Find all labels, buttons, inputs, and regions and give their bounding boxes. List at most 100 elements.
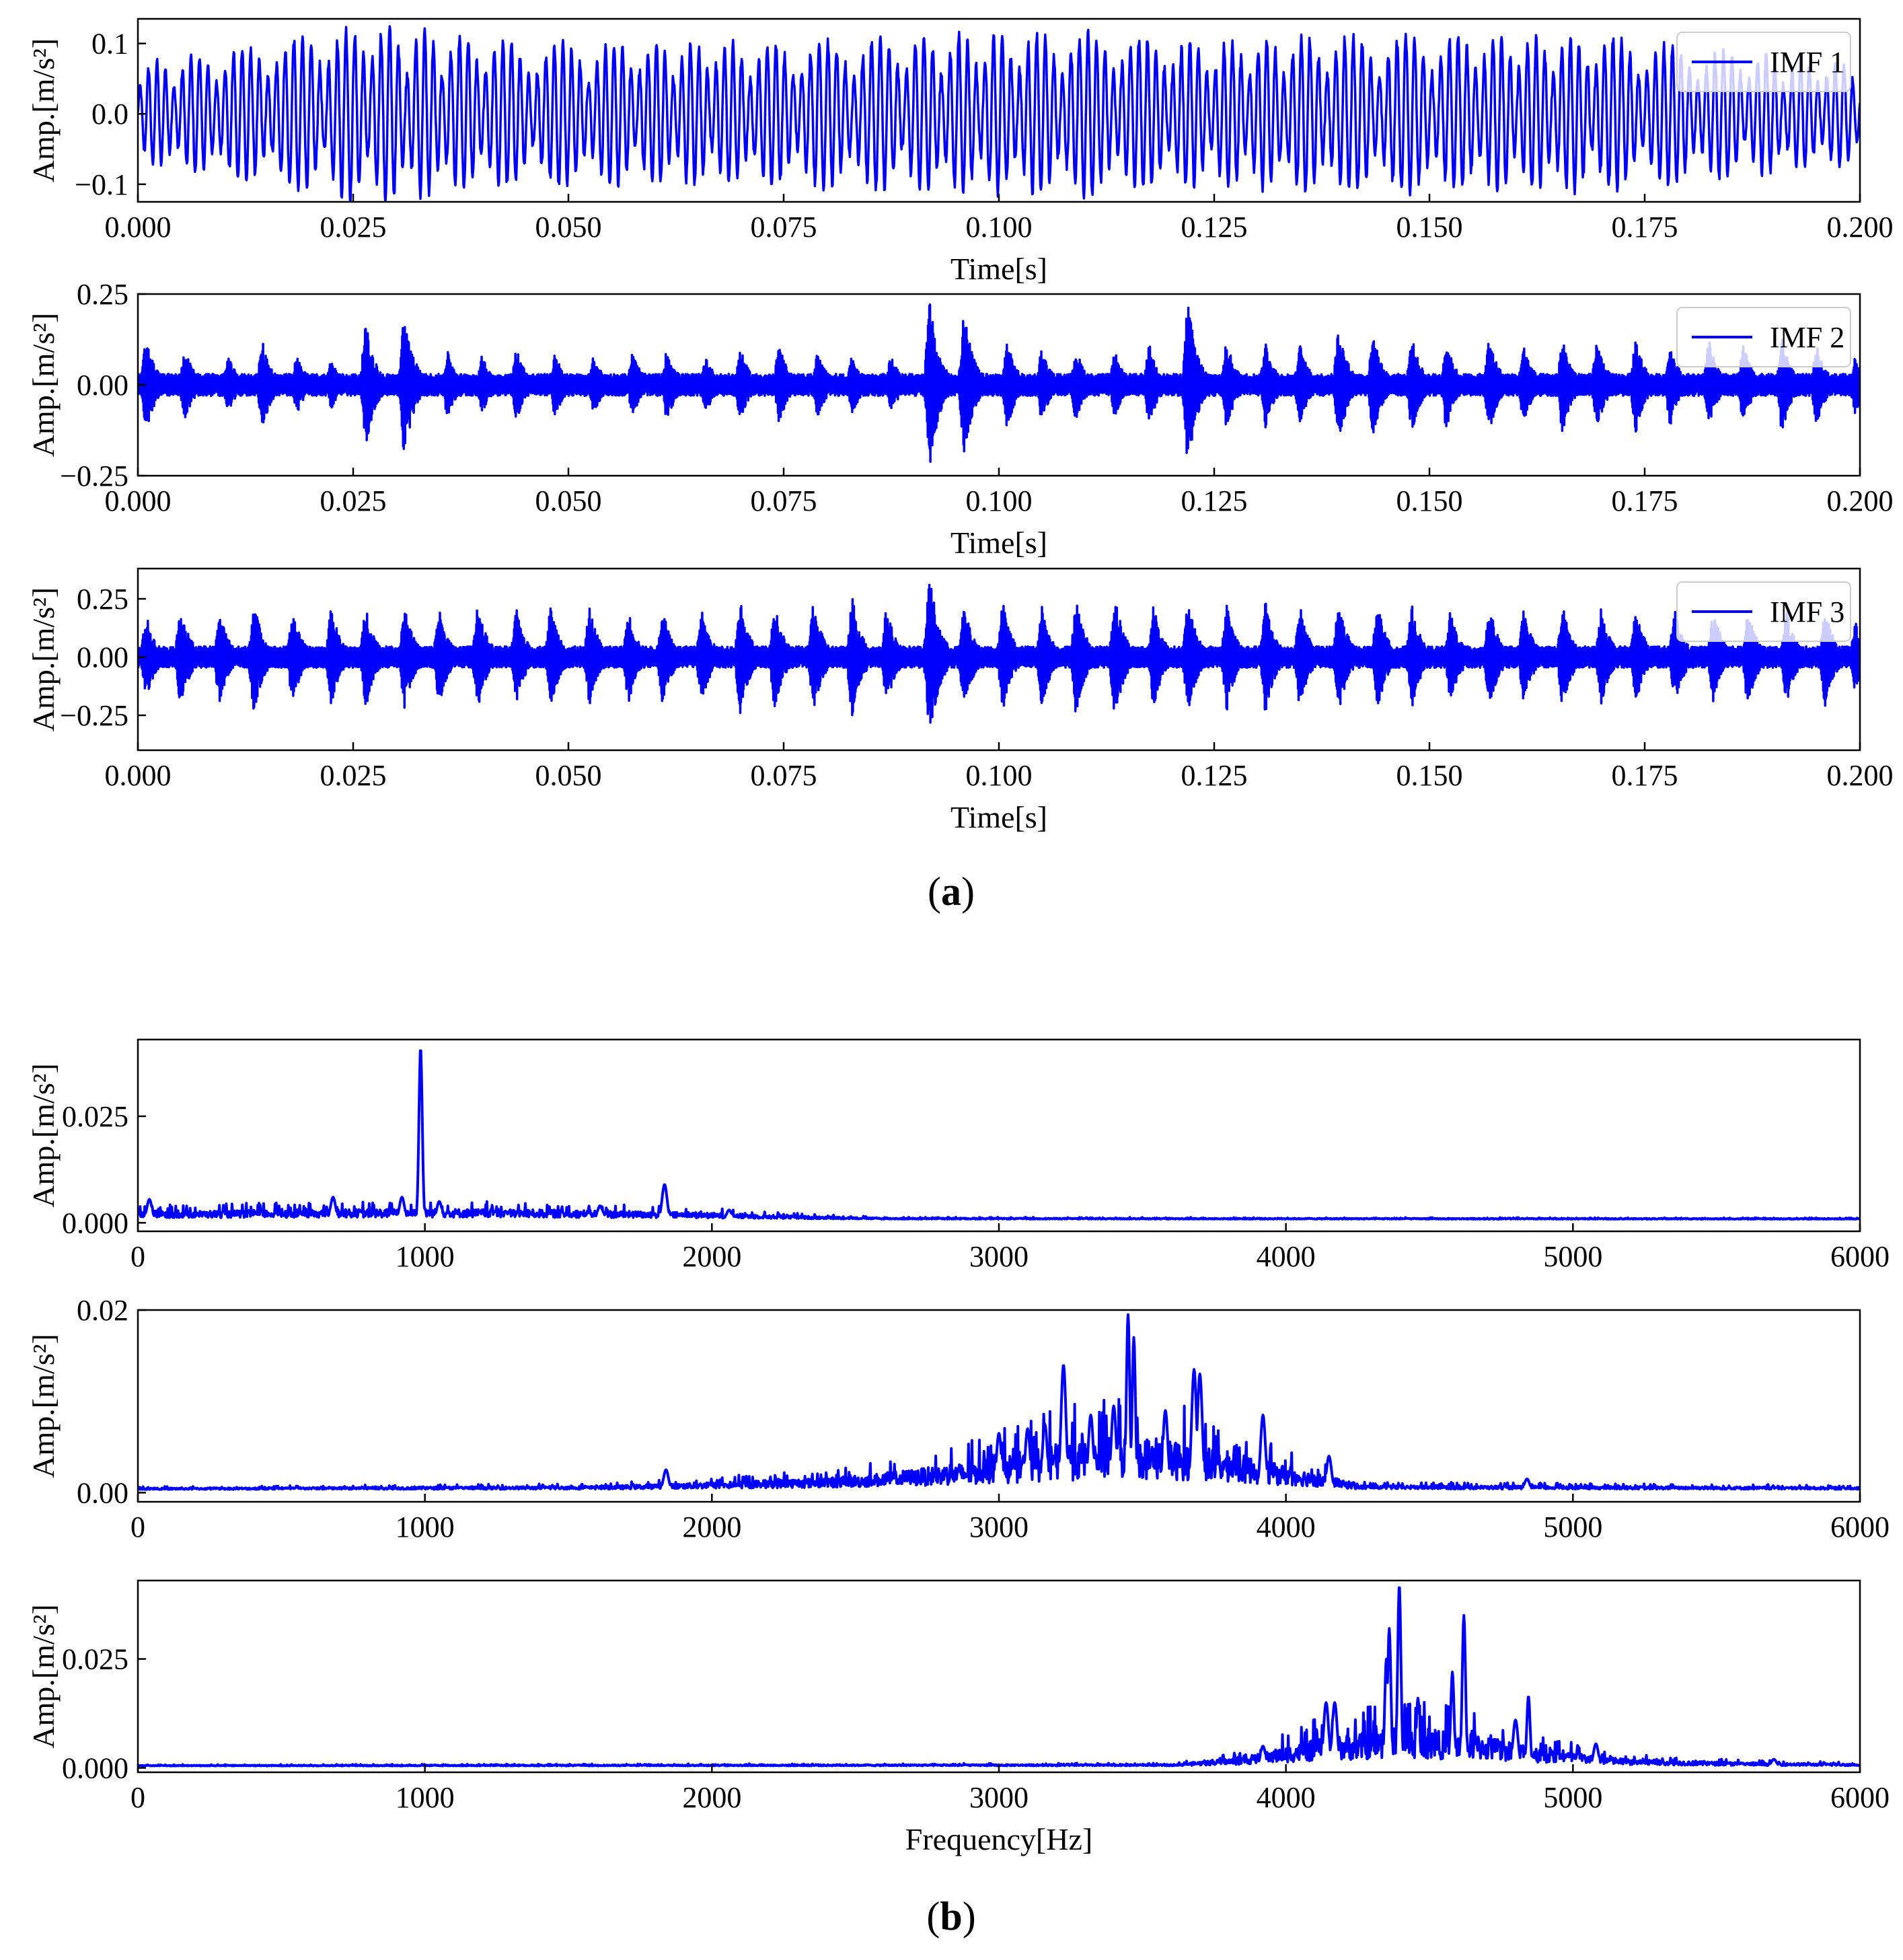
- y-axis-label: Amp.[m/s²]: [26, 1334, 61, 1478]
- legend: IMF 1: [1676, 32, 1851, 92]
- y-axis-label: Amp.[m/s²]: [26, 38, 61, 182]
- legend-label: IMF 1: [1770, 46, 1844, 79]
- y-tick-label: 0.25: [77, 278, 128, 311]
- axes-frame: [137, 1038, 1861, 1233]
- legend-box: [1676, 32, 1851, 92]
- chart-panel-1: 0.000 0.025 0.050 0.075 0.100 0.125 0.150 0.175…: [26, 17, 1894, 286]
- x-tick-label: 4000: [1257, 1511, 1316, 1544]
- y-axis-label: Amp.[m/s²]: [26, 1063, 61, 1207]
- x-tick-label: 4000: [1257, 1781, 1316, 1814]
- x-tick-label: 1000: [396, 1511, 455, 1544]
- y-tick-label: 0.02: [77, 1294, 128, 1327]
- x-tick-label: 0.100: [966, 484, 1033, 517]
- x-tick-label: 2000: [682, 1511, 741, 1544]
- charts: 0.000 0.025 0.050 0.075 0.100 0.125 0.150 0.175…: [26, 17, 1894, 1856]
- y-tick-label: −0.1: [75, 168, 128, 201]
- x-tick-label: 0.025: [320, 211, 387, 244]
- y-tick-label: 0.00: [77, 369, 128, 402]
- caption-b-close: ): [963, 1894, 976, 1938]
- x-tick-label: 4000: [1257, 1240, 1316, 1273]
- x-tick-label: 0: [130, 1240, 145, 1273]
- series-line-2: [138, 303, 1860, 464]
- legend: IMF 2: [1676, 307, 1851, 367]
- x-tick-label: 0.150: [1396, 484, 1463, 517]
- x-tick-label: 0.075: [751, 759, 817, 792]
- axes-frame: [137, 1579, 1861, 1774]
- y-tick-label: 0.025: [62, 1643, 128, 1676]
- legend-box: [1676, 581, 1851, 642]
- legend-label: IMF 2: [1770, 321, 1844, 354]
- series-line-4: [138, 1049, 1860, 1221]
- x-axis-label: Time[s]: [950, 525, 1047, 560]
- x-axis-label: Frequency[Hz]: [905, 1822, 1092, 1856]
- x-tick-label: 0.050: [535, 211, 602, 244]
- caption-b-open: (: [926, 1894, 940, 1938]
- x-tick-label: 0.000: [105, 484, 172, 517]
- legend-label: IMF 3: [1770, 595, 1844, 628]
- y-axis-label: Amp.[m/s²]: [26, 1604, 61, 1748]
- x-axis-label: Time[s]: [950, 800, 1047, 834]
- x-tick-label: 0: [130, 1781, 145, 1814]
- series-line-1: [138, 25, 1860, 202]
- x-tick-label: 0.050: [535, 484, 602, 517]
- x-tick-label: 6000: [1830, 1781, 1890, 1814]
- x-tick-label: 3000: [969, 1240, 1029, 1273]
- y-tick-label: 0.000: [62, 1752, 128, 1785]
- x-tick-label: 3000: [969, 1511, 1029, 1544]
- x-tick-label: 0.125: [1181, 759, 1248, 792]
- y-axis-label: Amp.[m/s²]: [26, 313, 61, 457]
- chart-panel-5: 0 1000 2000 3000 4000 5000 6000 0.02 0.00 Amp.[m/…: [26, 1294, 1890, 1544]
- x-axis-label: Time[s]: [950, 252, 1047, 286]
- x-tick-label: 2000: [682, 1240, 741, 1273]
- y-axis-label: Amp.[m/s²]: [26, 587, 61, 731]
- y-tick-label: 0.25: [77, 583, 128, 616]
- y-tick-label: 0.000: [62, 1206, 128, 1239]
- x-tick-label: 6000: [1830, 1240, 1890, 1273]
- x-tick-label: 1000: [396, 1240, 455, 1273]
- x-tick-label: 5000: [1543, 1240, 1602, 1273]
- x-tick-label: 0.100: [966, 211, 1033, 244]
- y-tick-label: 0.1: [91, 28, 128, 61]
- x-tick-label: 0.175: [1612, 759, 1678, 792]
- y-tick-label: 0.00: [77, 1476, 128, 1509]
- chart-panel-2: 0.000 0.025 0.050 0.075 0.100 0.125 0.150 0.175…: [26, 278, 1894, 560]
- caption-a-close: ): [961, 869, 975, 914]
- x-tick-label: 0.175: [1612, 211, 1678, 244]
- caption-b: (b): [926, 1894, 975, 1938]
- x-tick-label: 0.200: [1827, 211, 1894, 244]
- caption-a: (a): [928, 869, 975, 914]
- legend-box: [1676, 307, 1851, 367]
- y-tick-label: 0.0: [91, 98, 128, 131]
- caption-b-letter: b: [940, 1894, 962, 1938]
- x-tick-label: 0.175: [1612, 484, 1678, 517]
- x-tick-label: 0.025: [320, 759, 387, 792]
- x-tick-label: 0.200: [1827, 759, 1894, 792]
- x-tick-label: 5000: [1543, 1781, 1602, 1814]
- chart-panel-6: 0 1000 2000 3000 4000 5000 6000 0.025 0.000Amp.[…: [26, 1579, 1890, 1856]
- x-tick-label: 3000: [969, 1781, 1029, 1814]
- x-tick-label: 0.125: [1181, 211, 1248, 244]
- chart-panel-3: 0.000 0.025 0.050 0.075 0.100 0.125 0.150 0.175…: [26, 567, 1894, 834]
- x-tick-label: 0.000: [105, 759, 172, 792]
- x-tick-label: 0.100: [966, 759, 1033, 792]
- x-tick-label: 0.200: [1827, 484, 1894, 517]
- y-tick-label: 0.025: [62, 1100, 128, 1133]
- legend: IMF 3: [1676, 581, 1851, 642]
- x-tick-label: 0.050: [535, 759, 602, 792]
- y-tick-label: 0.00: [77, 641, 128, 674]
- series-line-6: [138, 1586, 1860, 1768]
- series-line-3: [138, 583, 1860, 724]
- series-line-5: [138, 1313, 1860, 1491]
- x-tick-label: 0.075: [751, 211, 817, 244]
- x-tick-label: 0.000: [105, 211, 172, 244]
- caption-a-open: (: [928, 869, 941, 914]
- caption-a-letter: a: [941, 869, 961, 914]
- x-tick-label: 0.125: [1181, 484, 1248, 517]
- x-tick-label: 0.025: [320, 484, 387, 517]
- x-tick-label: 1000: [396, 1781, 455, 1814]
- x-tick-label: 0: [130, 1511, 145, 1544]
- axes-frame: [137, 1309, 1861, 1503]
- x-tick-label: 6000: [1830, 1511, 1890, 1544]
- x-tick-label: 0.150: [1396, 759, 1463, 792]
